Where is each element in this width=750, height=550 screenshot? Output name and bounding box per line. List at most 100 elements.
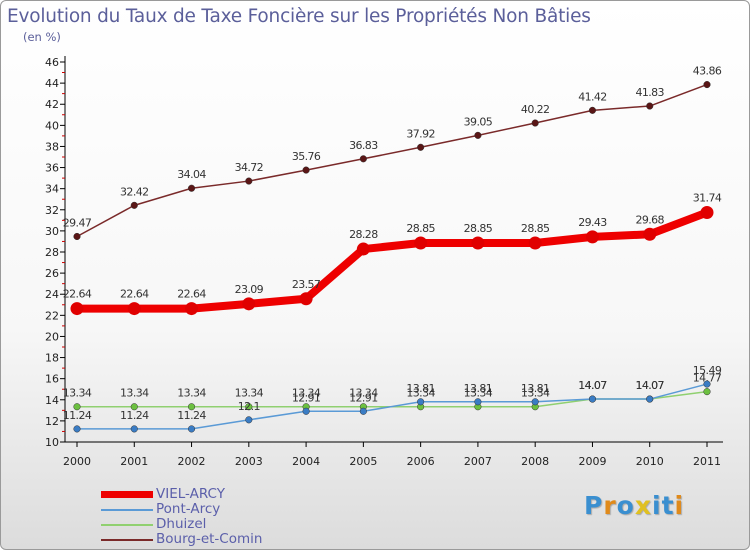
data-label-dhuizel: 13.34: [120, 387, 149, 400]
data-label-dhuizel: 13.34: [406, 387, 435, 400]
y-tick-label: 30: [45, 225, 59, 238]
data-point-pont-arcy: [359, 407, 367, 415]
data-label-bourg-et-comin: 34.04: [177, 168, 206, 181]
data-label-pont-arcy: 14.07: [635, 379, 664, 392]
data-point-bourg-et-comin: [302, 166, 310, 174]
data-point-pont-arcy: [302, 407, 310, 415]
data-point-viel-arcy: [528, 236, 542, 250]
data-point-dhuizel: [130, 403, 138, 411]
legend-label: VIEL-ARCY: [156, 486, 225, 502]
data-point-bourg-et-comin: [245, 177, 253, 185]
legend-label: Dhuizel: [156, 516, 207, 532]
data-point-pont-arcy: [417, 398, 425, 406]
data-label-bourg-et-comin: 41.83: [635, 86, 664, 99]
x-tick-label: 2011: [693, 455, 721, 468]
data-point-bourg-et-comin: [73, 232, 81, 241]
data-label-viel-arcy: 22.64: [63, 288, 92, 301]
x-tick-label: 2000: [63, 455, 91, 468]
data-point-pont-arcy: [646, 395, 654, 403]
data-point-pont-arcy: [245, 416, 253, 424]
data-point-dhuizel: [703, 388, 711, 396]
data-label-pont-arcy: 11.24: [177, 409, 206, 422]
chart-title: Evolution du Taux de Taxe Foncière sur l…: [7, 6, 591, 27]
logo-letter: r: [603, 491, 617, 520]
data-point-pont-arcy: [588, 395, 597, 403]
data-point-pont-arcy: [531, 398, 539, 406]
logo-letter: o: [616, 491, 635, 520]
y-tick-label: 16: [45, 373, 59, 386]
legend-item-pont-arcy[interactable]: Pont-Arcy: [101, 502, 321, 517]
y-tick-label: 28: [45, 246, 59, 259]
data-point-viel-arcy: [127, 302, 141, 316]
legend-swatch-dhuizel: [101, 524, 153, 526]
y-tick-label: 44: [45, 77, 59, 90]
data-point-pont-arcy: [130, 425, 138, 433]
data-point-bourg-et-comin: [703, 81, 711, 89]
data-point-bourg-et-comin: [474, 131, 482, 139]
y-tick-label: 22: [45, 309, 59, 322]
data-label-pont-arcy: 13.81: [521, 382, 550, 395]
data-label-viel-arcy: 22.64: [120, 288, 149, 301]
data-label-bourg-et-comin: 36.83: [349, 139, 378, 152]
data-point-viel-arcy: [643, 227, 657, 241]
data-label-bourg-et-comin: 34.72: [235, 161, 264, 174]
data-point-bourg-et-comin: [187, 184, 196, 192]
data-label-dhuizel: 13.34: [177, 387, 206, 400]
y-tick-label: 26: [45, 267, 59, 280]
data-label-pont-arcy: 15.49: [693, 364, 722, 377]
data-point-bourg-et-comin: [359, 155, 367, 163]
data-label-bourg-et-comin: 41.42: [578, 90, 607, 103]
data-point-bourg-et-comin: [531, 119, 539, 127]
data-label-viel-arcy: 23.57: [292, 278, 321, 291]
y-tick-label: 34: [45, 183, 59, 196]
data-point-pont-arcy: [474, 398, 482, 406]
legend-label: Pont-Arcy: [156, 501, 221, 517]
data-point-pont-arcy: [73, 425, 81, 433]
data-label-pont-arcy: 13.81: [406, 382, 435, 395]
x-tick-label: 2006: [407, 455, 435, 468]
legend-label: Bourg-et-Comin: [156, 531, 263, 547]
data-label-pont-arcy: 11.24: [63, 409, 92, 422]
data-label-dhuizel: 13.34: [235, 387, 264, 400]
series-line-pont-arcy: [76, 383, 708, 430]
x-tick-label: 2003: [235, 455, 263, 468]
data-label-dhuizel: 13.34: [292, 387, 321, 400]
x-tick-label: 2002: [178, 455, 206, 468]
data-point-viel-arcy: [700, 206, 714, 220]
y-tick-label: 24: [45, 288, 59, 301]
data-point-viel-arcy: [414, 236, 428, 250]
x-tick-label: 2004: [292, 455, 320, 468]
data-label-viel-arcy: 22.64: [177, 288, 206, 301]
y-tick-label: 42: [45, 98, 59, 111]
y-tick-label: 10: [45, 436, 59, 449]
y-tick-label: 40: [45, 119, 59, 132]
y-tick-label: 12: [45, 415, 59, 428]
legend-item-bourg-et-comin[interactable]: Bourg-et-Comin: [101, 532, 321, 547]
data-point-viel-arcy: [299, 292, 313, 306]
legend-item-viel-arcy[interactable]: VIEL-ARCY: [101, 487, 321, 502]
data-label-pont-arcy: 11.24: [120, 409, 149, 422]
data-point-dhuizel: [187, 403, 196, 411]
data-label-bourg-et-comin: 29.47: [63, 216, 92, 229]
data-label-viel-arcy: 28.85: [521, 222, 550, 235]
legend: VIEL-ARCY Pont-Arcy Dhuizel Bourg-et-Com…: [101, 487, 321, 547]
y-tick-label: 14: [45, 394, 59, 407]
data-label-viel-arcy: 29.43: [578, 216, 607, 229]
data-point-viel-arcy: [70, 302, 84, 316]
data-label-bourg-et-comin: 32.42: [120, 185, 149, 198]
data-label-dhuizel: 13.34: [521, 387, 550, 400]
data-label-bourg-et-comin: 35.76: [292, 150, 321, 163]
data-point-viel-arcy: [242, 297, 256, 311]
data-label-bourg-et-comin: 39.05: [464, 115, 493, 128]
x-tick-label: 2007: [464, 455, 492, 468]
data-label-pont-arcy: 12.91: [349, 391, 378, 404]
data-label-dhuizel: 14.07: [635, 379, 664, 392]
data-label-pont-arcy: 12.91: [292, 391, 321, 404]
data-label-pont-arcy: 14.07: [578, 379, 607, 392]
data-point-pont-arcy: [187, 425, 196, 433]
y-tick-label: 18: [45, 352, 59, 365]
data-point-bourg-et-comin: [588, 106, 597, 114]
data-point-viel-arcy: [585, 230, 599, 244]
logo-letter: P: [584, 491, 604, 520]
legend-item-dhuizel[interactable]: Dhuizel: [101, 517, 321, 532]
